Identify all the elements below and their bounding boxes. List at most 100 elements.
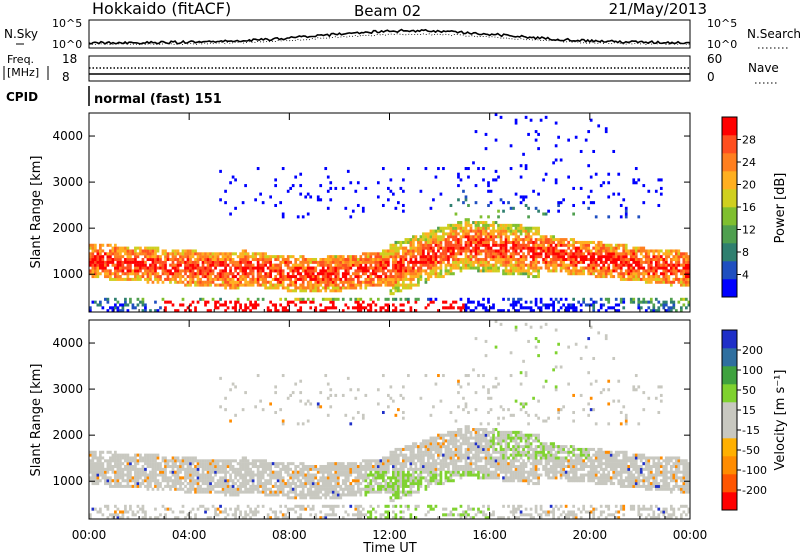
velocity-cell (126, 516, 130, 520)
power-cell (514, 240, 518, 244)
velocity-cell (174, 516, 177, 520)
power-cell (532, 232, 535, 236)
velocity-cell (156, 453, 160, 457)
power-cell (131, 260, 135, 264)
power-cell (527, 263, 530, 267)
power-cell (211, 257, 215, 262)
power-cell (429, 297, 433, 301)
velocity-cell (154, 476, 157, 480)
power-cell (341, 275, 345, 279)
power-cell (101, 266, 105, 270)
power-cell (417, 297, 420, 301)
power-cell (149, 255, 152, 259)
power-cell (444, 238, 448, 242)
velocity-cell (274, 410, 278, 415)
power-cell (306, 192, 310, 196)
power-cell (439, 263, 443, 267)
velocity-cell (381, 374, 385, 378)
velocity-cell (181, 487, 185, 491)
power-cell (534, 240, 538, 244)
power-cell (524, 226, 528, 230)
velocity-cell (261, 473, 265, 477)
power-cell (574, 257, 578, 262)
velocity-cell (199, 479, 202, 483)
velocity-cell (206, 464, 210, 469)
power-cell (169, 269, 172, 273)
power-cell (644, 260, 648, 264)
velocity-cell (376, 402, 380, 406)
power-cell (642, 255, 646, 259)
velocity-cell (291, 507, 295, 511)
power-cell (467, 221, 470, 225)
power-cell (509, 206, 513, 210)
power-cell (452, 257, 455, 262)
power-cell (344, 277, 348, 281)
power-cell (209, 269, 212, 273)
power-cell (164, 263, 167, 267)
power-cell (659, 263, 663, 267)
power-cell (554, 246, 558, 250)
power-cell (564, 252, 568, 256)
power-cell (522, 238, 525, 242)
power-cell (246, 266, 250, 270)
velocity-cell (181, 456, 185, 460)
velocity-cell (274, 385, 278, 389)
velocity-cell (231, 484, 235, 488)
power-cell (359, 266, 363, 270)
velocity-cell (131, 464, 135, 469)
power-cell (607, 263, 611, 267)
power-cell (589, 303, 593, 307)
velocity-cell (234, 459, 237, 463)
velocity-cell (226, 490, 230, 494)
power-cell (479, 303, 483, 307)
power-cell (294, 283, 298, 287)
velocity-cell (309, 464, 313, 469)
velocity-cell (389, 453, 393, 457)
power-cell (224, 257, 227, 262)
power-cell (682, 260, 686, 264)
power-cell (502, 240, 505, 244)
power-cell (176, 249, 180, 253)
power-cell (659, 192, 663, 196)
power-cell (256, 252, 260, 256)
power-cell (339, 263, 343, 267)
power-cell (464, 263, 468, 267)
power-cell (314, 277, 318, 281)
power-cell (557, 300, 560, 304)
power-cell (584, 255, 588, 259)
power-cell (374, 272, 378, 276)
velocity-cell (346, 376, 350, 380)
power-cell (134, 277, 137, 281)
power-cell (602, 246, 606, 250)
velocity-cell (321, 476, 325, 480)
power-cell (439, 255, 443, 259)
power-cell (532, 257, 535, 262)
velocity-cell (336, 482, 340, 486)
velocity-cell (364, 459, 368, 463)
velocity-cell (314, 473, 318, 477)
power-cell (394, 266, 398, 270)
colorbar-tick-label: 16 (742, 201, 756, 214)
power-cell (311, 272, 315, 276)
power-cell (281, 275, 285, 279)
power-cell (316, 195, 320, 199)
power-cell (662, 280, 666, 284)
power-cell (452, 263, 455, 267)
velocity-cell (126, 484, 130, 488)
velocity-cell (374, 482, 378, 486)
power-cell (497, 226, 500, 230)
velocity-cell (246, 482, 250, 486)
velocity-cell (324, 476, 328, 480)
power-cell (169, 300, 172, 304)
power-cell (679, 277, 683, 281)
power-cell (354, 263, 358, 267)
power-cell (196, 300, 200, 304)
power-cell (326, 266, 330, 270)
velocity-cell (201, 459, 205, 463)
station-title: Hokkaido (fitACF) (92, 0, 231, 18)
power-cell (467, 263, 470, 267)
power-cell (642, 300, 646, 304)
power-cell (674, 266, 678, 270)
power-cell (369, 266, 373, 270)
power-cell (572, 240, 575, 244)
